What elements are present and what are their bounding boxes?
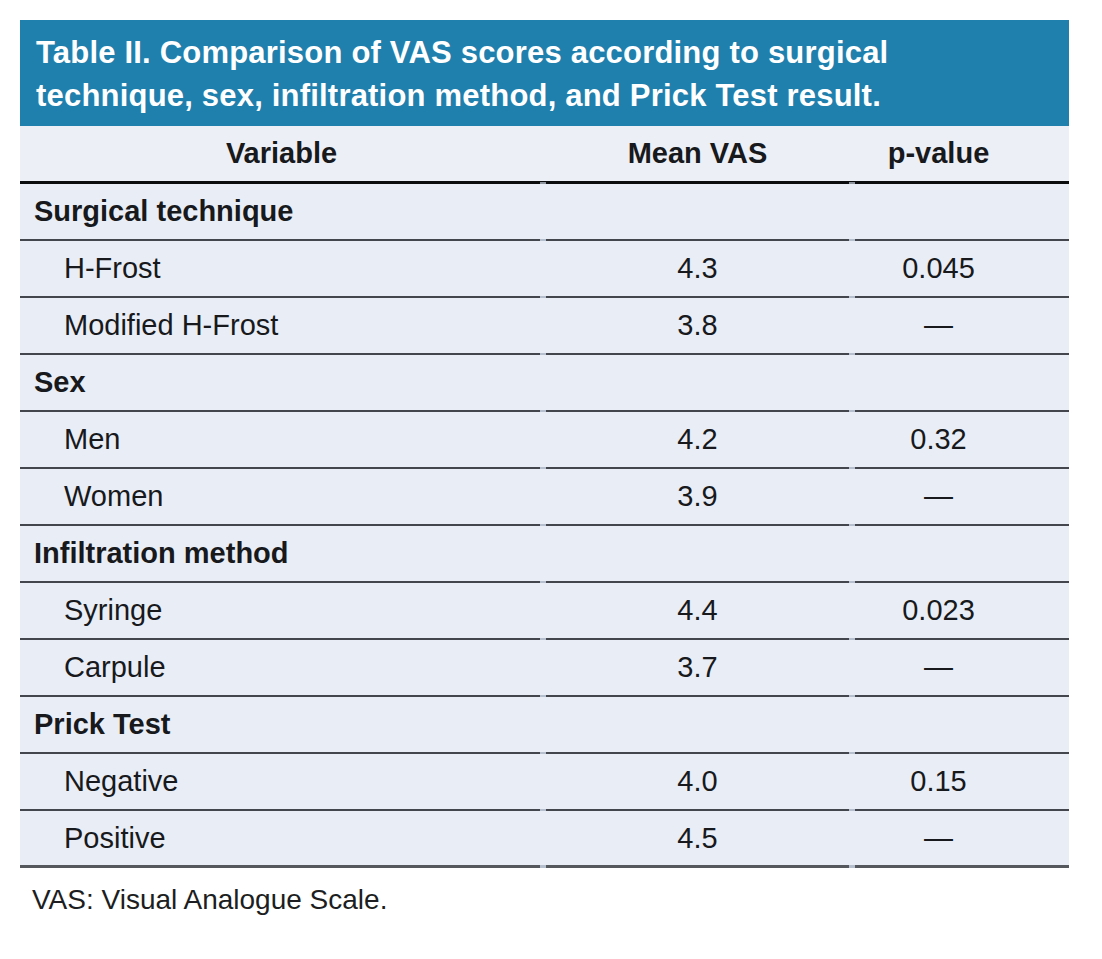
section-label: Sex: [20, 366, 1069, 399]
table-row-positive: Positive 4.5 —: [20, 811, 1069, 868]
variable-cell: Modified H-Frost: [20, 309, 543, 342]
section-label: Surgical technique: [20, 195, 1069, 228]
page-canvas: Table II. Comparison of VAS scores accor…: [0, 0, 1102, 959]
table-title: Table II. Comparison of VAS scores accor…: [20, 20, 1069, 126]
column-header-row: Variable Mean VAS p-value: [20, 126, 1069, 184]
variable-cell: H-Frost: [20, 252, 543, 285]
table-row-negative: Negative 4.0 0.15: [20, 754, 1069, 811]
table-row-modified-h-frost: Modified H-Frost 3.8 —: [20, 298, 1069, 355]
p-value-cell: 0.32: [852, 423, 1069, 456]
column-header-p-value: p-value: [852, 137, 1069, 170]
table-footnote: VAS: Visual Analogue Scale.: [20, 884, 1069, 916]
section-row-infiltration-method: Infiltration method: [20, 526, 1069, 583]
p-value-cell: —: [852, 480, 1069, 513]
p-value-cell: 0.023: [852, 594, 1069, 627]
mean-vas-cell: 4.2: [543, 423, 852, 456]
variable-cell: Women: [20, 480, 543, 513]
variable-cell: Negative: [20, 765, 543, 798]
vas-comparison-table: Table II. Comparison of VAS scores accor…: [20, 20, 1069, 916]
p-value-cell: —: [852, 309, 1069, 342]
section-row-surgical-technique: Surgical technique: [20, 184, 1069, 241]
table-title-line-1: Table II. Comparison of VAS scores accor…: [36, 31, 1053, 74]
mean-vas-cell: 4.5: [543, 822, 852, 855]
mean-vas-cell: 4.4: [543, 594, 852, 627]
table-title-line-2: technique, sex, infiltration method, and…: [36, 74, 1053, 117]
section-label: Infiltration method: [20, 537, 1069, 570]
table-row-syringe: Syringe 4.4 0.023: [20, 583, 1069, 640]
section-label: Prick Test: [20, 708, 1069, 741]
table-row-men: Men 4.2 0.32: [20, 412, 1069, 469]
table-row-h-frost: H-Frost 4.3 0.045: [20, 241, 1069, 298]
mean-vas-cell: 3.9: [543, 480, 852, 513]
variable-cell: Carpule: [20, 651, 543, 684]
section-row-sex: Sex: [20, 355, 1069, 412]
table-row-carpule: Carpule 3.7 —: [20, 640, 1069, 697]
variable-cell: Positive: [20, 822, 543, 855]
table-row-women: Women 3.9 —: [20, 469, 1069, 526]
p-value-cell: 0.15: [852, 765, 1069, 798]
column-header-mean-vas: Mean VAS: [543, 137, 852, 170]
mean-vas-cell: 4.3: [543, 252, 852, 285]
column-header-variable: Variable: [20, 137, 543, 170]
variable-cell: Men: [20, 423, 543, 456]
p-value-cell: —: [852, 651, 1069, 684]
mean-vas-cell: 4.0: [543, 765, 852, 798]
p-value-cell: 0.045: [852, 252, 1069, 285]
p-value-cell: —: [852, 822, 1069, 855]
mean-vas-cell: 3.7: [543, 651, 852, 684]
mean-vas-cell: 3.8: [543, 309, 852, 342]
variable-cell: Syringe: [20, 594, 543, 627]
section-row-prick-test: Prick Test: [20, 697, 1069, 754]
